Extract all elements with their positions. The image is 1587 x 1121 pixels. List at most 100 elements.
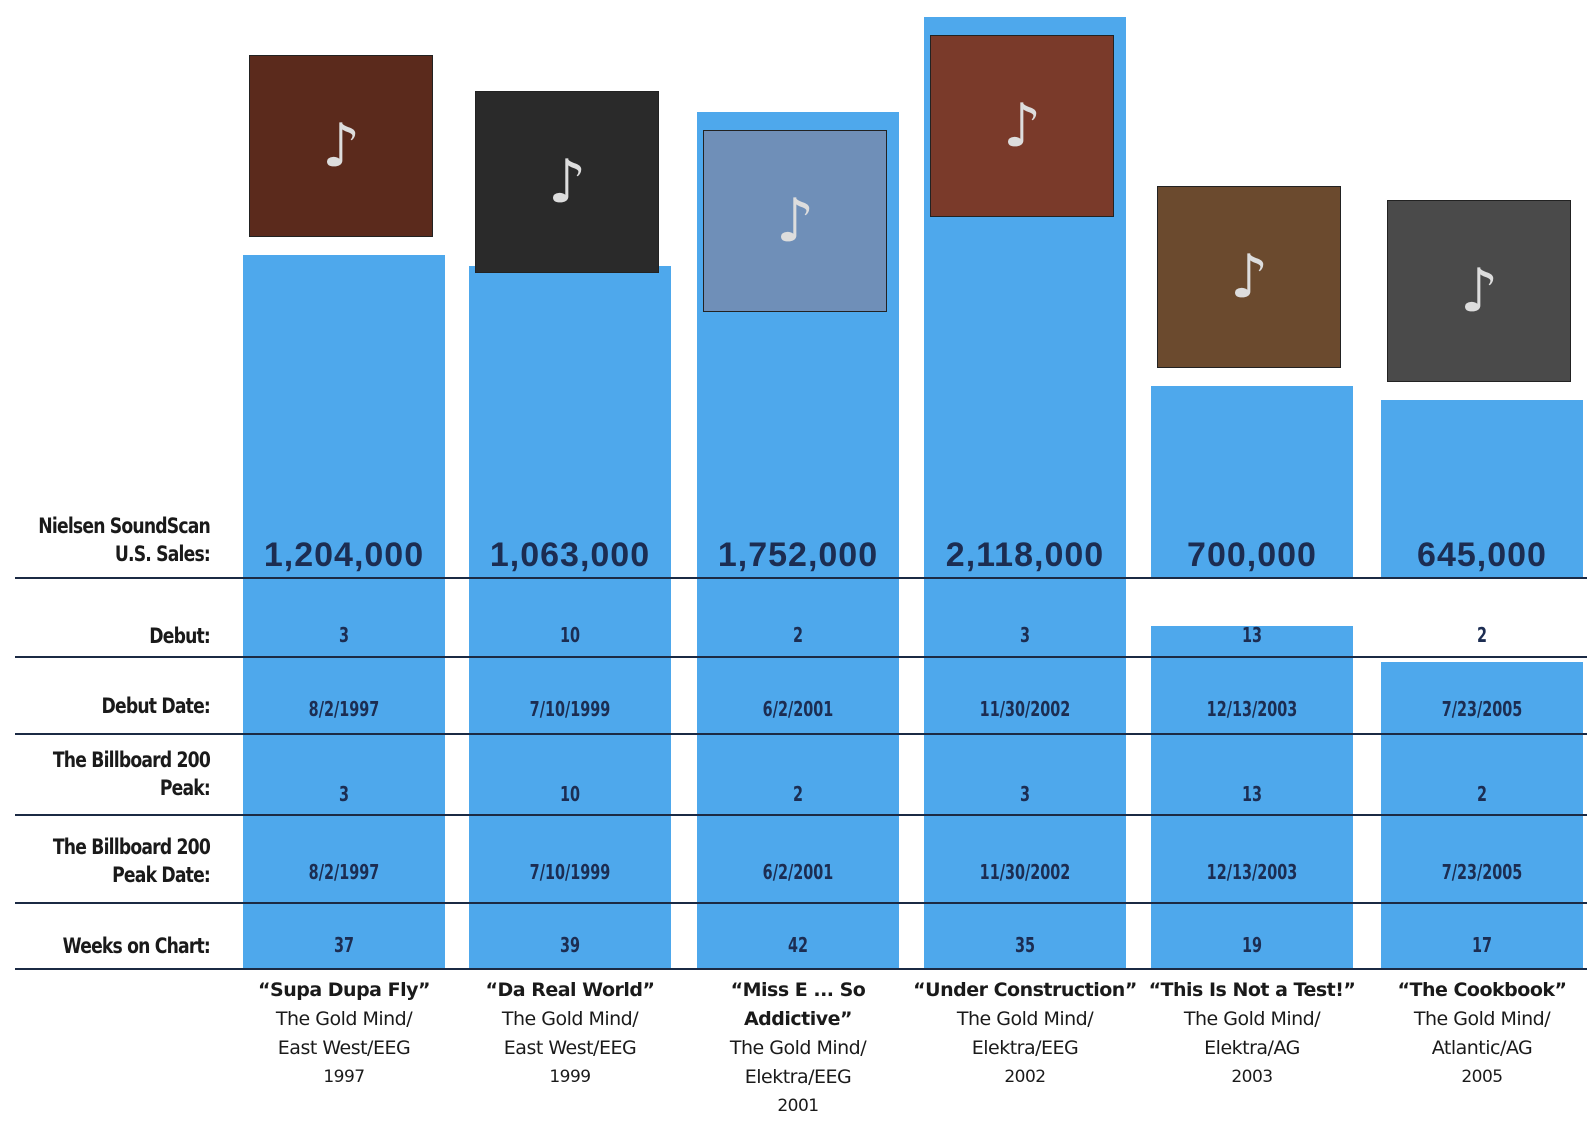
row-label-peak: The Billboard 200 Peak: (38, 746, 211, 802)
rule-peak (15, 814, 1587, 816)
album-title: “This Is Not a Test!” (1148, 979, 1356, 1001)
row-label-peak-date: The Billboard 200 Peak Date: (38, 833, 211, 889)
album-title: “Supa Dupa Fly” (258, 979, 430, 1001)
album-cover-5: ♪ (1157, 185, 1341, 368)
peak-date-value-4: 11/30/2002 (979, 860, 1071, 884)
peak-value-4: 3 (1019, 782, 1031, 806)
album-label-line-1: The Gold Mind/ (1413, 1008, 1551, 1030)
sales-bar-6 (1381, 400, 1583, 968)
weeks-bar-gap-6 (1381, 578, 1583, 662)
album-label-line-2: Elektra/EEG (744, 1066, 852, 1088)
album-cover-4: ♪ (930, 35, 1114, 217)
debut-value-5: 13 (1241, 623, 1263, 647)
album-label-line-2: Elektra/AG (1204, 1037, 1300, 1059)
album-label-line-1: The Gold Mind/ (956, 1008, 1094, 1030)
peak-date-value-6: 7/23/2005 (1441, 860, 1523, 884)
sales-label-3: 1,752,000 (717, 536, 879, 574)
album-cover-icon: ♪ (321, 110, 361, 181)
debut-date-value-3: 6/2/2001 (762, 697, 834, 721)
debut-value-2: 10 (559, 623, 581, 647)
debut-date-value-4: 11/30/2002 (979, 697, 1071, 721)
album-cover-2: ♪ (475, 91, 659, 274)
debut-date-value-6: 7/23/2005 (1441, 697, 1523, 721)
debut-value-3: 2 (792, 623, 804, 647)
album-info-5: “This Is Not a Test!” The Gold Mind/Elekt… (1138, 976, 1366, 1092)
album-label-line-1: The Gold Mind/ (1183, 1008, 1321, 1030)
peak-date-value-5: 12/13/2003 (1206, 860, 1298, 884)
debut-date-value-5: 12/13/2003 (1206, 697, 1298, 721)
peak-date-value-1: 8/2/1997 (308, 860, 380, 884)
album-label-line-2: East West/EEG (503, 1037, 637, 1059)
row-label-sales: Nielsen SoundScan U.S. Sales: (38, 512, 211, 568)
album-cover-6: ♪ (1387, 200, 1571, 383)
album-title: “The Cookbook” (1397, 979, 1568, 1001)
debut-date-value-2: 7/10/1999 (529, 697, 611, 721)
debut-value-4: 3 (1019, 623, 1031, 647)
album-cover-icon: ♪ (547, 147, 587, 218)
row-label-peak-line1: The Billboard 200 (52, 748, 211, 772)
peak-value-6: 2 (1476, 782, 1488, 806)
album-cover-icon: ♪ (775, 186, 815, 257)
sales-label-4: 2,118,000 (945, 536, 1105, 574)
album-year: 2003 (1231, 1067, 1273, 1087)
row-label-weeks: Weeks on Chart: (62, 934, 211, 958)
rule-debut (15, 656, 1587, 658)
row-label-peak-date-line1: The Billboard 200 (52, 835, 211, 859)
album-label-line-2: East West/EEG (277, 1037, 411, 1059)
weeks-value-1: 37 (333, 933, 355, 957)
album-info-3: “Miss E ... So Addictive” The Gold Mind/E… (684, 976, 912, 1121)
album-info-4: “Under Construction” The Gold Mind/Elektr… (911, 976, 1139, 1092)
weeks-value-2: 39 (559, 933, 581, 957)
album-title: “Miss E ... So Addictive” (730, 979, 866, 1030)
sales-bar-5 (1151, 385, 1353, 968)
album-cover-icon: ♪ (1002, 91, 1042, 161)
row-label-debut: Debut: (149, 624, 211, 648)
sales-bar-2 (469, 266, 671, 968)
debut-value-6: 2 (1476, 623, 1488, 647)
sales-bar-1 (243, 254, 445, 968)
row-label-peak-line2: Peak: (159, 776, 211, 800)
peak-date-value-2: 7/10/1999 (529, 860, 611, 884)
peak-value-3: 2 (792, 782, 804, 806)
peak-value-5: 13 (1241, 782, 1263, 806)
album-label-line-1: The Gold Mind/ (729, 1037, 867, 1059)
row-label-debut-date: Debut Date: (101, 694, 211, 718)
sales-label-6: 645,000 (1417, 536, 1547, 574)
album-year: 1997 (323, 1067, 365, 1087)
weeks-value-4: 35 (1014, 933, 1036, 957)
row-label-peak-date-line2: Peak Date: (112, 863, 211, 887)
album-cover-icon: ♪ (1229, 241, 1269, 312)
album-year: 2002 (1004, 1067, 1046, 1087)
weeks-bar-gap-5 (1151, 578, 1353, 626)
rule-weeks (15, 968, 1587, 970)
weeks-value-6: 17 (1471, 933, 1493, 957)
peak-date-value-3: 6/2/2001 (762, 860, 834, 884)
rule-debut-date (15, 733, 1587, 735)
album-cover-icon: ♪ (1459, 256, 1499, 327)
weeks-value-3: 42 (787, 933, 809, 957)
album-title: “Under Construction” (913, 979, 1137, 1001)
debut-date-value-1: 8/2/1997 (308, 697, 380, 721)
row-label-sales-line1: Nielsen SoundScan (38, 514, 211, 538)
peak-value-2: 10 (559, 782, 581, 806)
sales-label-2: 1,063,000 (489, 536, 651, 574)
album-year: 2005 (1461, 1067, 1503, 1087)
row-label-sales-line2: U.S. Sales: (114, 542, 211, 566)
album-cover-3: ♪ (703, 130, 887, 313)
album-label-line-1: The Gold Mind/ (501, 1008, 639, 1030)
weeks-value-5: 19 (1241, 933, 1263, 957)
album-label-line-2: Atlantic/AG (1431, 1037, 1533, 1059)
album-year: 1999 (549, 1067, 591, 1087)
album-info-1: “Supa Dupa Fly” The Gold Mind/East West/E… (230, 976, 458, 1092)
album-info-2: “Da Real World” The Gold Mind/East West/E… (456, 976, 684, 1092)
album-cover-1: ♪ (249, 54, 433, 237)
rule-peak-date (15, 902, 1587, 904)
album-title: “Da Real World” (485, 979, 655, 1001)
debut-value-1: 3 (338, 623, 350, 647)
sales-label-1: 1,204,000 (263, 536, 425, 574)
rule-sales (15, 577, 1587, 579)
album-label-line-2: Elektra/EEG (971, 1037, 1079, 1059)
sales-label-5: 700,000 (1187, 536, 1317, 574)
album-label-line-1: The Gold Mind/ (275, 1008, 413, 1030)
